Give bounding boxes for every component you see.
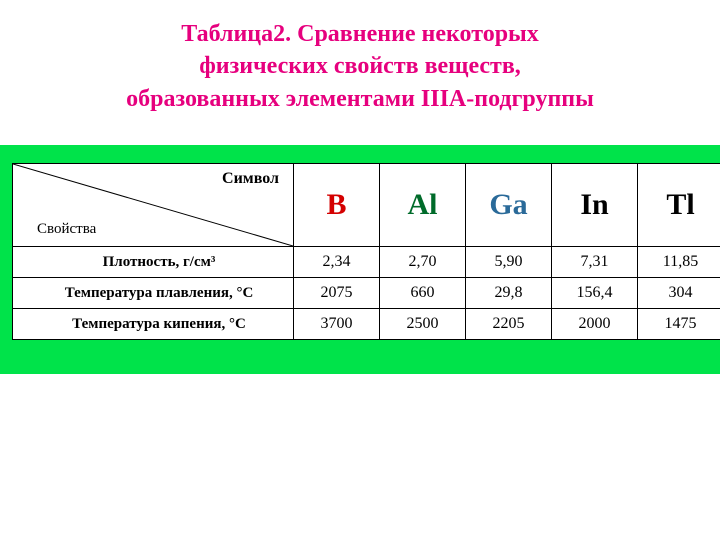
cell-0-0: 2,34	[294, 247, 380, 278]
row-label-0: Плотность, г/см³	[13, 247, 294, 278]
cell-1-0: 2075	[294, 278, 380, 309]
cell-1-3: 156,4	[552, 278, 638, 309]
cell-2-0: 3700	[294, 309, 380, 340]
table-row: Плотность, г/см³ 2,34 2,70 5,90 7,31 11,…	[13, 247, 720, 278]
cell-0-4: 11,85	[638, 247, 720, 278]
header-diagonal-cell: Символ Свойства	[13, 164, 294, 247]
symbol-header-4: Tl	[638, 164, 720, 247]
cell-1-1: 660	[380, 278, 466, 309]
row-label-1: Температура плавления, °С	[13, 278, 294, 309]
header-bottom-label: Свойства	[37, 221, 96, 238]
cell-2-4: 1475	[638, 309, 720, 340]
symbol-header-1: Al	[380, 164, 466, 247]
symbol-header-3: In	[552, 164, 638, 247]
table-container: Символ Свойства B Al Ga In Tl Плотность,…	[0, 145, 720, 374]
cell-2-1: 2500	[380, 309, 466, 340]
title-line-1: Таблица2. Сравнение некоторых	[40, 18, 680, 50]
symbol-header-2: Ga	[466, 164, 552, 247]
row-label-2: Температура кипения, °С	[13, 309, 294, 340]
title-line-3: образованных элементами IIIА-подгруппы	[40, 83, 680, 115]
cell-2-3: 2000	[552, 309, 638, 340]
cell-1-4: 304	[638, 278, 720, 309]
page-title: Таблица2. Сравнение некоторых физических…	[0, 0, 720, 125]
header-top-label: Символ	[222, 170, 279, 188]
properties-table: Символ Свойства B Al Ga In Tl Плотность,…	[12, 163, 720, 340]
cell-0-2: 5,90	[466, 247, 552, 278]
title-line-2: физических свойств веществ,	[40, 50, 680, 82]
cell-0-1: 2,70	[380, 247, 466, 278]
symbol-header-0: B	[294, 164, 380, 247]
cell-2-2: 2205	[466, 309, 552, 340]
table-header-row: Символ Свойства B Al Ga In Tl	[13, 164, 720, 247]
table-row: Температура плавления, °С 2075 660 29,8 …	[13, 278, 720, 309]
cell-1-2: 29,8	[466, 278, 552, 309]
table-row: Температура кипения, °С 3700 2500 2205 2…	[13, 309, 720, 340]
cell-0-3: 7,31	[552, 247, 638, 278]
